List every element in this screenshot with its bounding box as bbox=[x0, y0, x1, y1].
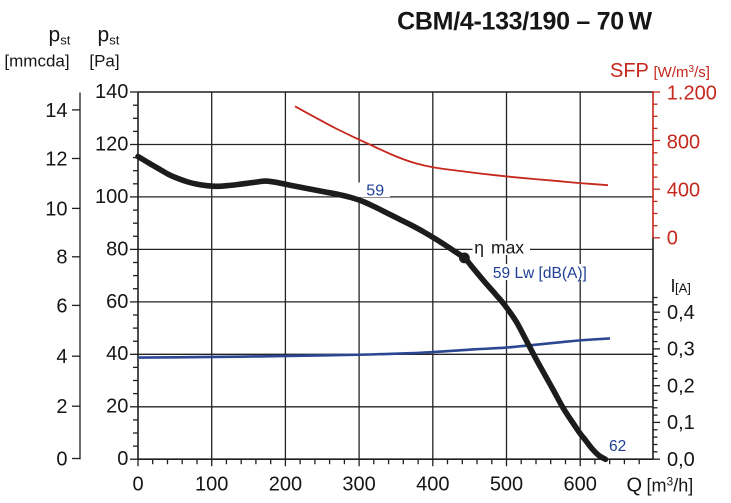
svg-text:400: 400 bbox=[416, 474, 449, 496]
svg-text:600: 600 bbox=[564, 474, 597, 496]
svg-text:80: 80 bbox=[106, 238, 128, 260]
svg-text:0,0: 0,0 bbox=[667, 449, 695, 471]
svg-text:14: 14 bbox=[45, 100, 67, 122]
svg-text:[Pa]: [Pa] bbox=[89, 52, 119, 71]
svg-text:40: 40 bbox=[106, 343, 128, 365]
svg-text:12: 12 bbox=[45, 148, 67, 170]
svg-text:0,2: 0,2 bbox=[667, 375, 695, 397]
svg-text:SFP: SFP bbox=[610, 60, 649, 82]
svg-text:0,1: 0,1 bbox=[667, 412, 695, 434]
svg-text:8: 8 bbox=[56, 247, 67, 269]
svg-text:0: 0 bbox=[117, 448, 128, 470]
svg-text:300: 300 bbox=[342, 474, 375, 496]
svg-text:[A]: [A] bbox=[675, 281, 691, 296]
svg-text:400: 400 bbox=[667, 180, 700, 202]
svg-text:100: 100 bbox=[95, 186, 128, 208]
svg-text:0: 0 bbox=[56, 448, 67, 470]
svg-text:[mmcda]: [mmcda] bbox=[4, 52, 69, 71]
svg-text:140: 140 bbox=[95, 81, 128, 103]
svg-text:500: 500 bbox=[490, 474, 523, 496]
svg-text:0: 0 bbox=[132, 474, 143, 496]
svg-text:2: 2 bbox=[56, 396, 67, 418]
svg-text:20: 20 bbox=[106, 396, 128, 418]
svg-text:59 Lw [dB(A)]: 59 Lw [dB(A)] bbox=[493, 265, 587, 282]
svg-text:Q: Q bbox=[627, 475, 643, 497]
svg-text:0,4: 0,4 bbox=[667, 302, 695, 324]
svg-text:62: 62 bbox=[609, 438, 626, 455]
svg-text:4: 4 bbox=[56, 346, 67, 368]
svg-text:120: 120 bbox=[95, 133, 128, 155]
svg-text:100: 100 bbox=[195, 474, 228, 496]
svg-text:[W/m3/s]: [W/m3/s] bbox=[654, 64, 710, 81]
svg-text:I: I bbox=[671, 276, 676, 296]
svg-text:6: 6 bbox=[56, 295, 67, 317]
svg-text:0: 0 bbox=[667, 227, 678, 249]
svg-text:10: 10 bbox=[45, 198, 67, 220]
svg-text:1.200: 1.200 bbox=[667, 83, 717, 105]
svg-text:0,3: 0,3 bbox=[667, 339, 695, 361]
svg-text:800: 800 bbox=[667, 131, 700, 153]
svg-text:CBM/4-133/190 – 70 W: CBM/4-133/190 – 70 W bbox=[397, 8, 652, 36]
svg-text:59: 59 bbox=[366, 183, 384, 200]
svg-text:200: 200 bbox=[269, 474, 302, 496]
svg-text:60: 60 bbox=[106, 291, 128, 313]
svg-text:[m3/h]: [m3/h] bbox=[647, 475, 694, 496]
